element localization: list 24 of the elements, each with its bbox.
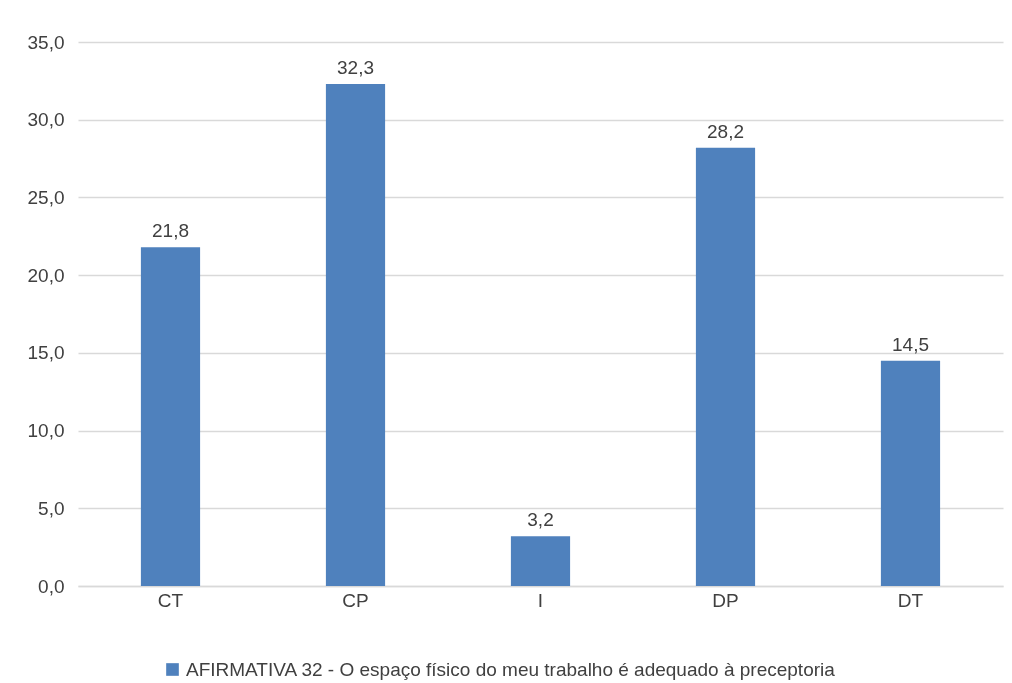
- data-label: 21,8: [152, 220, 189, 242]
- data-label: 3,2: [527, 509, 554, 531]
- x-tick-label: DT: [897, 589, 924, 611]
- y-tick-label: 10,0: [27, 420, 65, 442]
- y-tick-label: 15,0: [27, 342, 65, 364]
- bar: [140, 247, 201, 586]
- data-label: 28,2: [707, 120, 744, 142]
- y-tick-label: 30,0: [27, 109, 65, 131]
- bar: [880, 360, 941, 586]
- y-tick-label: 35,0: [27, 31, 65, 53]
- y-tick-label: 25,0: [27, 186, 65, 208]
- data-label: 32,3: [337, 56, 374, 78]
- x-tick-label: DP: [712, 589, 739, 611]
- x-tick-label: CT: [157, 589, 184, 611]
- y-tick-label: 0,0: [38, 575, 65, 597]
- y-tick-label: 20,0: [27, 264, 65, 286]
- data-label: 14,5: [892, 333, 929, 355]
- x-tick-label: CP: [342, 589, 369, 611]
- x-tick-label: I: [537, 589, 544, 611]
- bar: [325, 83, 386, 586]
- bar: [695, 147, 756, 586]
- y-tick-label: 5,0: [38, 497, 65, 519]
- bar: [510, 536, 571, 586]
- legend-label: AFIRMATIVA 32 - O espaço físico do meu trabalho é adequado à preceptoria: [186, 658, 836, 680]
